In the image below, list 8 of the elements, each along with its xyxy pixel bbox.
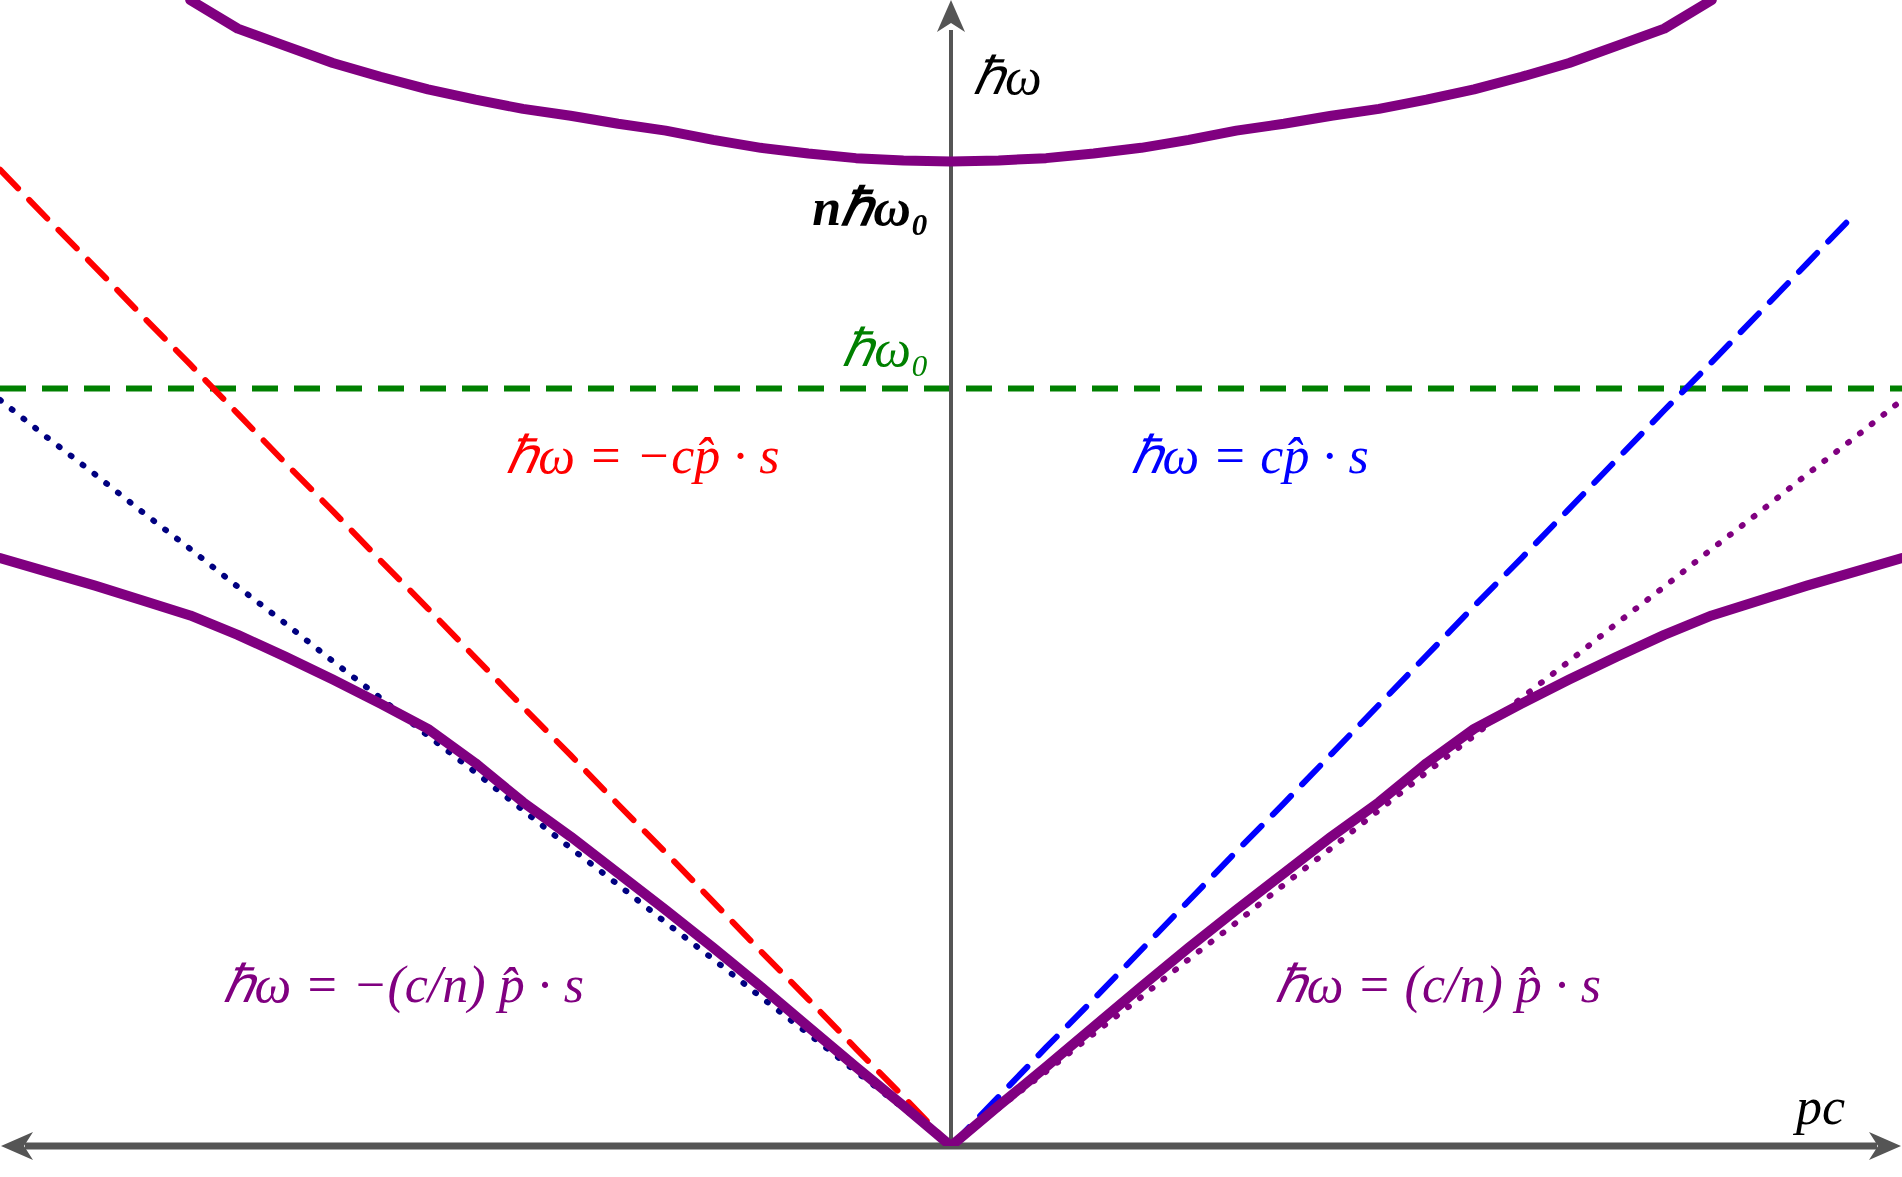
annotation: ℏω = cp̂ · s (1130, 426, 1369, 484)
annotation: nℏω₀ (812, 179, 929, 237)
annotation: ℏω = (c/n) p̂ · s (1274, 956, 1602, 1015)
ref-line-label: ℏω₀ (842, 320, 929, 378)
annotation: ℏω = −cp̂ · s (506, 426, 780, 484)
x-axis-title: pc (1791, 1077, 1845, 1135)
annotation: ℏω = −(c/n) p̂ · s (222, 956, 584, 1015)
y-axis-title: ℏω (973, 47, 1042, 105)
